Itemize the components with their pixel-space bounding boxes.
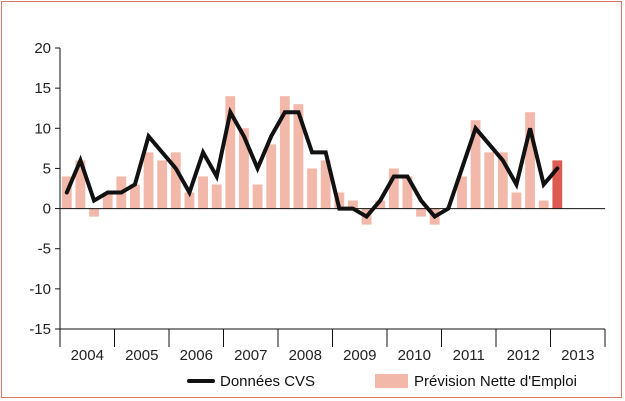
bar-q34 (525, 112, 535, 209)
legend-label-line: Données CVS (220, 373, 315, 390)
bar-q2 (89, 208, 99, 217)
y-tick-label: 20 (34, 40, 51, 57)
bar-q36 (552, 160, 563, 209)
x-tick-label: 2012 (507, 347, 540, 364)
x-tick-label: 2004 (71, 347, 104, 364)
bar-q6 (143, 152, 154, 209)
bar-q25 (402, 176, 413, 209)
bar-q26 (416, 208, 426, 217)
series-line-donnees-cvs (64, 106, 560, 220)
bar-q35 (538, 200, 549, 209)
y-tick-label: -15 (29, 321, 51, 338)
bar-q11 (211, 184, 222, 209)
legend-bar-swatch (375, 374, 408, 388)
x-tick-label: 2007 (234, 347, 267, 364)
bar-q16 (279, 96, 290, 209)
bar-q21 (348, 200, 358, 209)
x-tick-label: 2013 (561, 347, 594, 364)
legend-label-bar: Prévision Nette d'Emploi (414, 373, 577, 390)
bar-q19 (320, 160, 331, 209)
bar-q12 (225, 96, 236, 209)
bar-q13 (239, 128, 249, 209)
x-tick-label: 2009 (343, 347, 376, 364)
bar-q30 (470, 120, 481, 209)
y-tick-label: -5 (38, 241, 51, 258)
y-tick-label: -10 (29, 281, 51, 298)
bar-q7 (157, 160, 168, 209)
bar-q1 (75, 160, 86, 209)
bar-q29 (457, 176, 467, 209)
bar-q9 (184, 192, 195, 209)
bar-q10 (198, 176, 208, 209)
x-tick-label: 2006 (180, 347, 213, 364)
x-tick-label: 2010 (398, 347, 431, 364)
bar-q17 (293, 104, 304, 209)
x-tick-label: 2005 (125, 347, 158, 364)
y-tick-label: 5 (43, 160, 51, 177)
x-tick-label: 2008 (289, 347, 322, 364)
bar-q32 (497, 152, 508, 209)
bar-q5 (130, 184, 140, 209)
bar-q33 (511, 192, 522, 209)
bar-q8 (170, 152, 181, 209)
y-tick-label: 15 (34, 80, 51, 97)
bar-q23 (375, 200, 386, 209)
bar-q24 (388, 168, 399, 209)
bar-q18 (307, 168, 317, 209)
x-tick-label: 2011 (453, 347, 485, 364)
bar-q31 (484, 152, 495, 209)
y-tick-label: 10 (34, 120, 51, 137)
bar-q3 (102, 192, 113, 209)
bar-q15 (266, 144, 277, 209)
bar-q14 (252, 184, 263, 209)
y-tick-label: 0 (43, 201, 51, 218)
